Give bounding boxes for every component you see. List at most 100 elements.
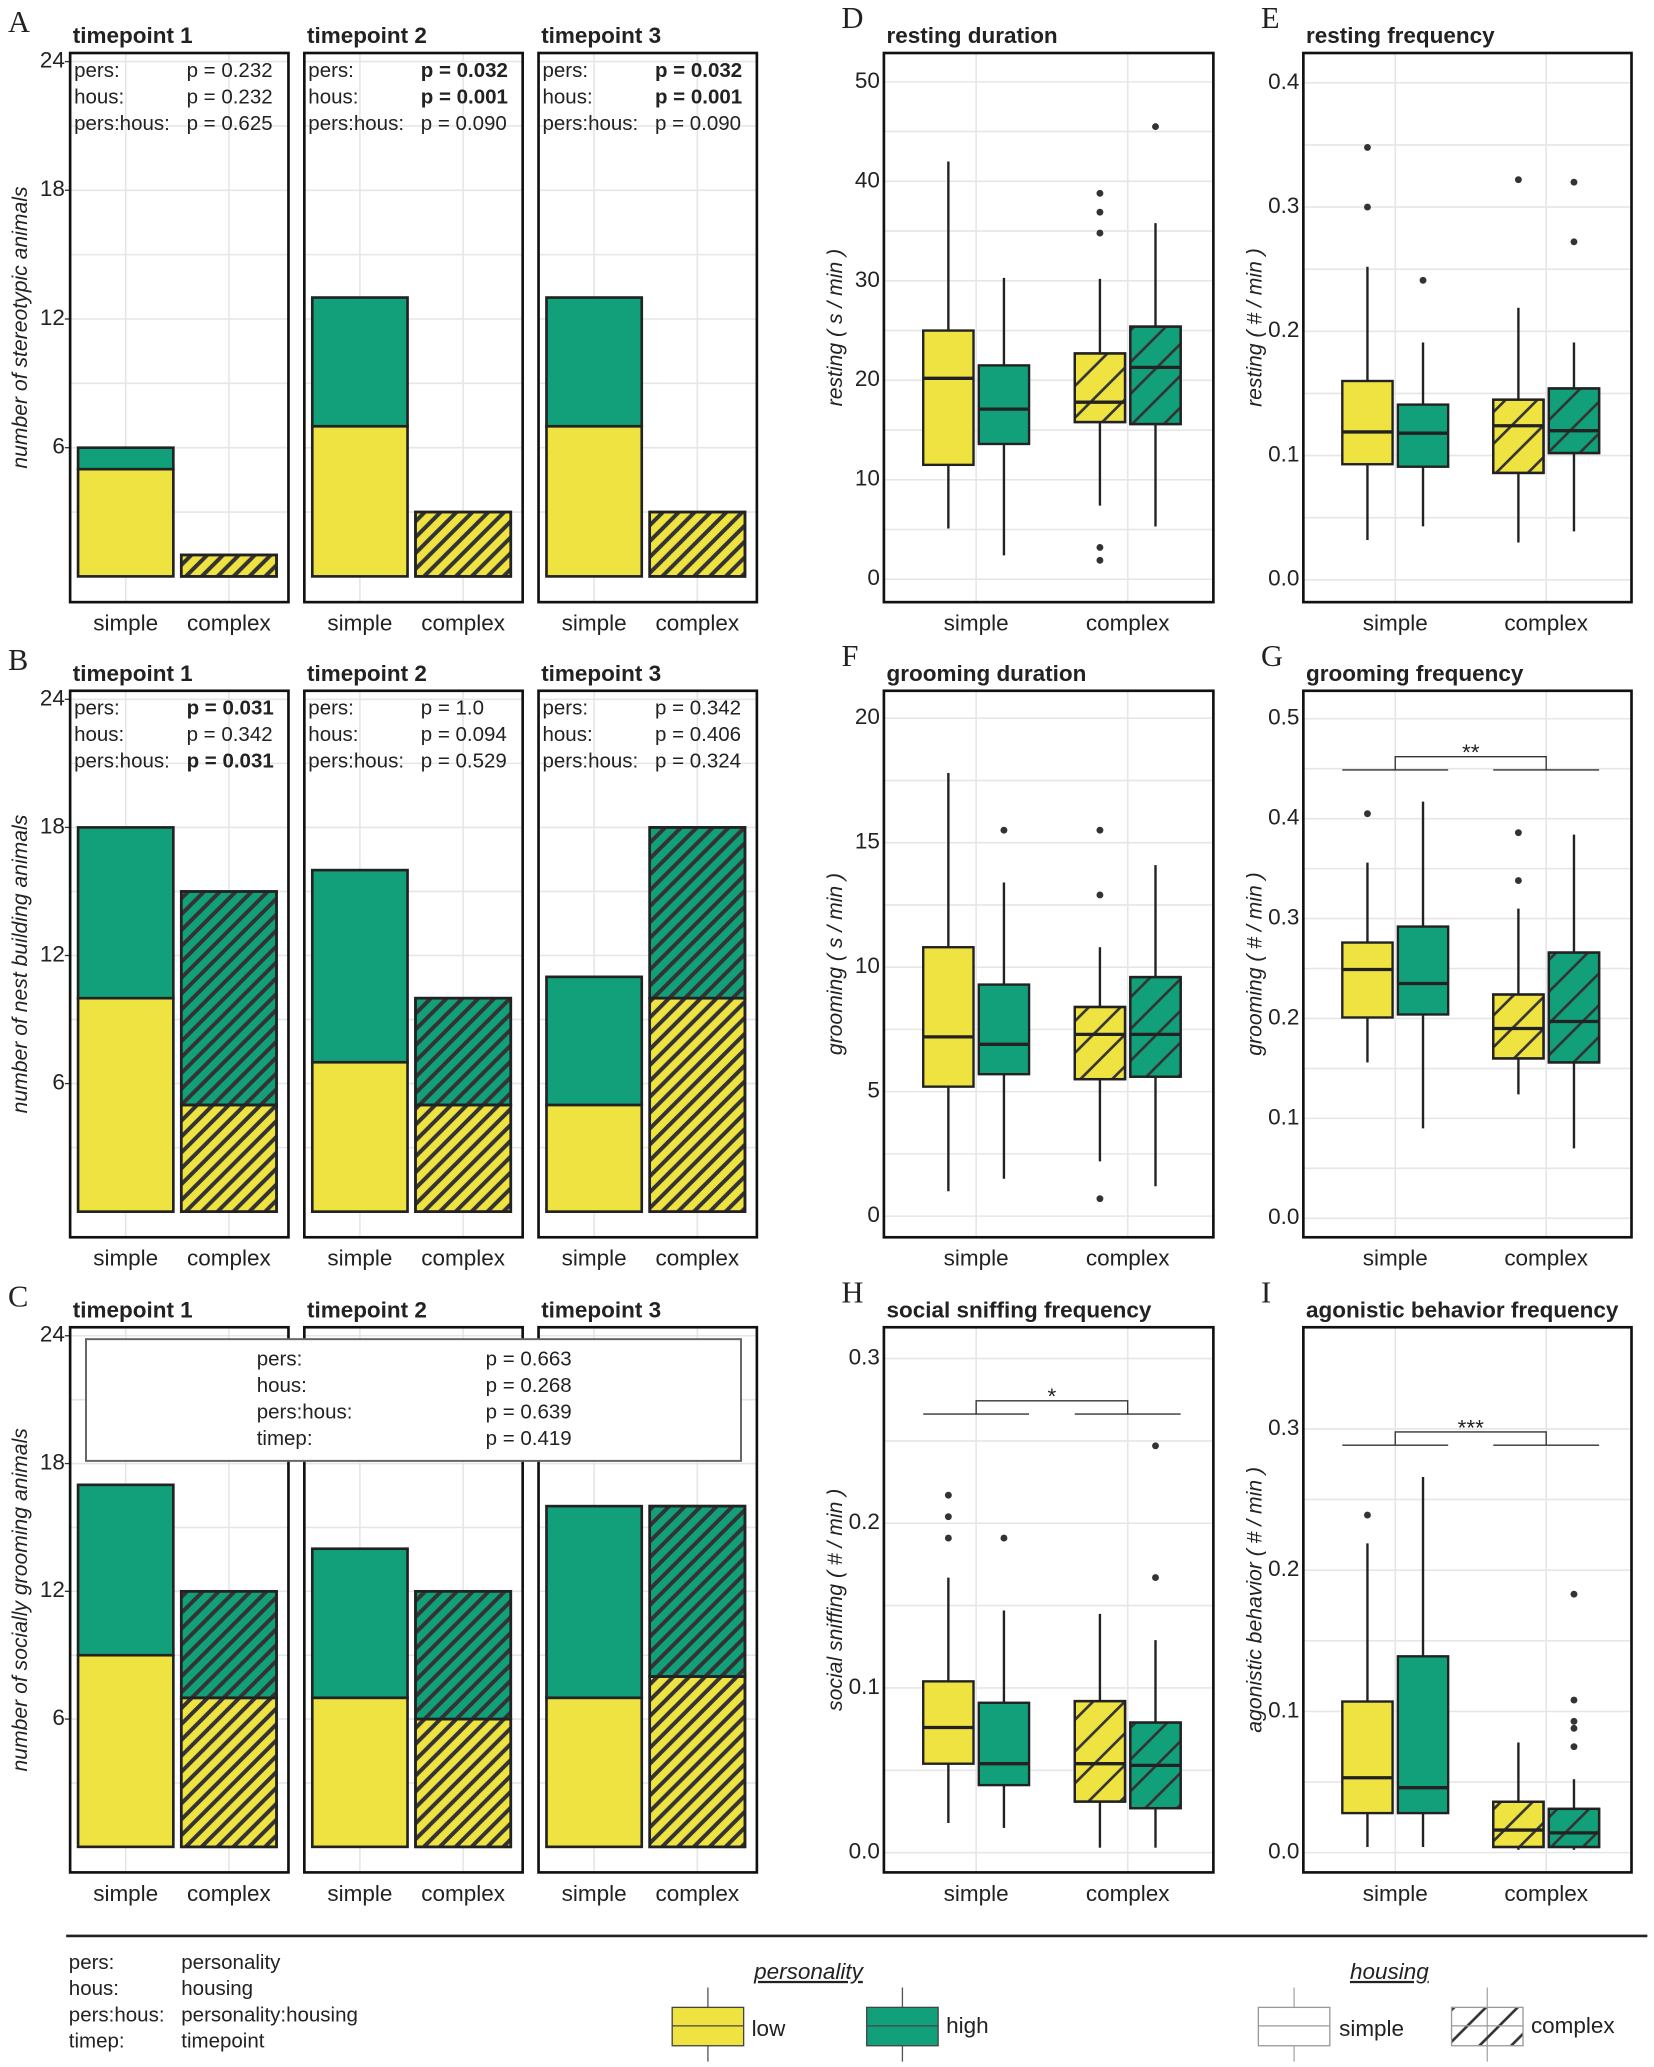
panel-title: resting frequency (1306, 23, 1495, 48)
outlier (1570, 1590, 1578, 1598)
legend-label: complex (1531, 2013, 1615, 2038)
y-tick-label: 5 (867, 1078, 880, 1103)
stat-p: p = 0.032 (655, 59, 742, 82)
hatch (414, 996, 513, 1107)
y-tick-label: 20 (855, 704, 880, 729)
stat-term: hous: (543, 85, 593, 108)
hatch (1073, 1005, 1127, 1081)
abbrev-term: pers: (69, 1951, 115, 1974)
stat-p: p = 0.094 (421, 723, 507, 746)
stat-p: p = 1.0 (421, 697, 484, 720)
box (1341, 941, 1394, 1019)
hatch (1547, 1807, 1601, 1849)
x-tick-label: simple (1363, 1881, 1428, 1906)
outlier (1514, 176, 1522, 184)
x-tick-label: complex (187, 1246, 271, 1271)
bar-segment (76, 996, 175, 1213)
x-tick-label: simple (93, 1246, 158, 1271)
panel-letter: A (8, 5, 30, 39)
bar-segment (76, 1483, 175, 1657)
hatch (648, 996, 747, 1213)
outlier (1570, 238, 1578, 246)
bar-segment (310, 1547, 409, 1700)
facet-title: timepoint 2 (307, 661, 427, 686)
legend-title: personality (753, 1959, 864, 1984)
x-tick-label: complex (1504, 1246, 1588, 1271)
facet-title: timepoint 3 (541, 1297, 661, 1322)
bar-segment (76, 1653, 175, 1849)
outlier (1364, 810, 1371, 818)
panel-frame (1302, 51, 1633, 604)
bar-segment (76, 467, 175, 578)
hatch (1492, 398, 1545, 475)
x-tick-label: simple (1363, 611, 1428, 636)
facet-title: timepoint 2 (307, 1297, 427, 1322)
hatch (179, 1103, 278, 1213)
panel-title: grooming duration (887, 661, 1087, 686)
box (922, 1680, 975, 1765)
stat-term: hous: (308, 723, 358, 746)
y-tick-label: 0.2 (1268, 317, 1299, 342)
box (1396, 403, 1450, 468)
panel-frame (68, 51, 290, 604)
hatch (1547, 387, 1601, 455)
y-tick-label: 20 (855, 366, 880, 391)
facet-title: timepoint 1 (73, 1297, 193, 1322)
y-tick-label: 24 (40, 1322, 65, 1347)
bar-segment (310, 1696, 409, 1849)
x-tick-label: complex (1086, 1246, 1170, 1271)
hatch (648, 510, 747, 578)
stat-p: p = 0.031 (187, 750, 274, 773)
significance: * (1048, 1384, 1057, 1409)
stat-p: p = 0.001 (421, 85, 508, 108)
x-tick-label: simple (944, 611, 1009, 636)
stat-p: p = 0.268 (486, 1374, 572, 1397)
legend-title: housing (1350, 1959, 1429, 1984)
stat-term: hous: (543, 723, 593, 746)
y-tick-label: 12 (40, 941, 65, 966)
bar-segment (310, 296, 409, 428)
significance: *** (1458, 1415, 1485, 1440)
panel-frame (537, 689, 759, 1239)
stat-p: p = 0.406 (655, 723, 741, 746)
abbrev-term: hous: (69, 1977, 119, 2000)
y-tick-label: 12 (40, 1577, 65, 1602)
y-tick-label: 40 (855, 167, 880, 192)
stat-p: p = 0.032 (421, 59, 508, 82)
x-tick-label: simple (944, 1246, 1009, 1271)
bar-segment (545, 296, 644, 428)
stat-term: pers: (74, 59, 120, 82)
y-tick-label: 24 (40, 48, 65, 73)
y-tick-label: 0.1 (1268, 1104, 1299, 1129)
hatch (648, 826, 747, 1000)
abbrev-term: pers:hous: (69, 2003, 165, 2026)
panel-frame (68, 1325, 290, 1874)
x-tick-label: simple (93, 611, 158, 636)
abbrev-meaning: timepoint (181, 2029, 264, 2052)
outlier (1514, 877, 1522, 885)
hatch (648, 1675, 747, 1849)
outlier (1570, 1724, 1578, 1732)
outlier (1096, 229, 1104, 237)
y-tick-label: 0.0 (1268, 1204, 1299, 1229)
y-axis-label: grooming ( # / min ) (1243, 872, 1266, 1055)
bar-segment (545, 1103, 644, 1213)
stat-term: hous: (257, 1374, 307, 1397)
outlier (1096, 826, 1104, 834)
hatch (1073, 352, 1127, 424)
hatch (1129, 975, 1182, 1078)
outlier (1419, 276, 1427, 284)
panel-title: social sniffing frequency (887, 1297, 1152, 1322)
hatch (1492, 1800, 1545, 1849)
panel-frame (537, 51, 759, 604)
box (922, 329, 975, 467)
x-tick-label: simple (327, 611, 392, 636)
box (922, 946, 975, 1088)
x-tick-label: complex (655, 1246, 739, 1271)
y-tick-label: 0.1 (1268, 1697, 1299, 1722)
y-tick-label: 0.1 (1268, 441, 1299, 466)
x-tick-label: complex (1086, 611, 1170, 636)
legend: personality housing low high simple comp… (671, 1959, 1615, 2062)
stat-term: pers:hous: (74, 112, 170, 135)
bar-segment (545, 975, 644, 1107)
